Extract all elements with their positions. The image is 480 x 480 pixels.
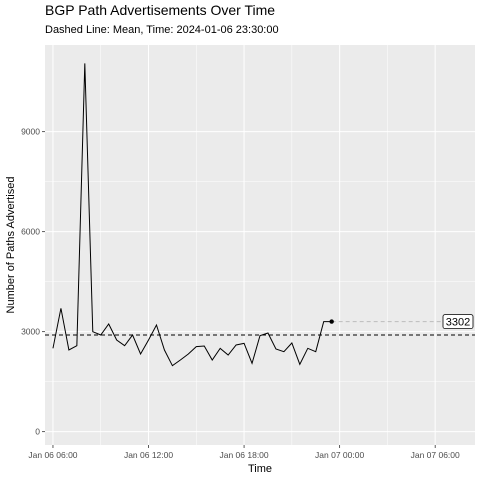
y-axis-title: Number of Paths Advertised	[5, 177, 17, 314]
last-value-callout: 3302	[442, 314, 474, 330]
grid-major-y	[45, 131, 475, 433]
grid-major-x	[52, 45, 436, 445]
last-point-marker	[329, 319, 334, 324]
grid-minor-y	[45, 181, 475, 382]
chart-title: BGP Path Advertisements Over Time	[45, 2, 275, 18]
x-axis: Jan 06 06:00 Jan 06 12:00 Jan 06 18:00 Jan …	[28, 445, 460, 460]
plot-panel	[45, 45, 475, 445]
x-axis-title: Time	[248, 463, 272, 475]
callout-box	[442, 314, 474, 330]
y-axis: 0 3000 6000 9000	[21, 127, 45, 437]
callout-label: 3302	[446, 317, 470, 329]
x-tick-label: Jan 06 12:00	[124, 450, 173, 460]
chart-subtitle: Dashed Line: Mean, Time: 2024-01-06 23:3…	[45, 24, 279, 36]
x-tick-label: Jan 07 06:00	[411, 450, 460, 460]
x-tick-label: Jan 07 00:00	[315, 450, 364, 460]
x-tick-label: Jan 06 06:00	[28, 450, 77, 460]
y-tick-label: 0	[35, 427, 40, 437]
x-tick-label: Jan 06 18:00	[219, 450, 268, 460]
grid-minor-x	[100, 45, 388, 445]
series-line	[52, 63, 332, 367]
y-tick-label: 6000	[21, 227, 40, 237]
y-tick-label: 3000	[21, 327, 40, 337]
y-tick-label: 9000	[21, 127, 40, 137]
